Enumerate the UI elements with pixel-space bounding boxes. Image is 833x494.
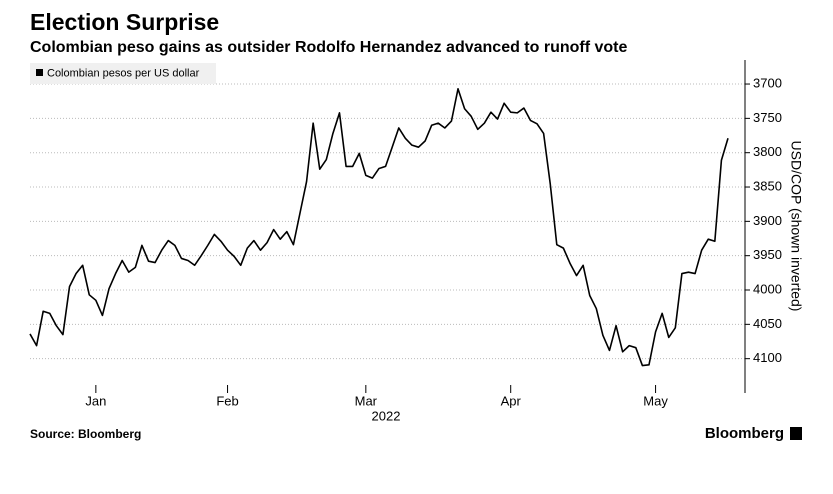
brand-icon <box>790 427 802 440</box>
series-line <box>29 88 729 367</box>
y-tick-label: 3700 <box>753 75 782 90</box>
y-tick-label: 3750 <box>753 110 782 125</box>
x-axis-label: 2022 <box>372 408 401 423</box>
legend-box <box>30 63 216 84</box>
y-tick-label: 3850 <box>753 178 782 193</box>
x-tick-label: Jan <box>85 393 106 408</box>
y-tick-label: 3900 <box>753 213 782 228</box>
y-axis-label: USD/COP (shown inverted) <box>788 141 804 312</box>
x-tick-label: Feb <box>216 393 238 408</box>
y-tick-label: 4050 <box>753 316 782 331</box>
x-tick-label: Mar <box>355 393 378 408</box>
legend-swatch <box>36 69 43 76</box>
chart-subtitle: Colombian peso gains as outsider Rodolfo… <box>30 39 628 56</box>
source: Source: Bloomberg <box>30 427 141 441</box>
y-tick-label: 4000 <box>753 281 782 296</box>
chart-title: Election Surprise <box>30 9 219 35</box>
y-tick-label: 3950 <box>753 247 782 262</box>
x-tick-label: Apr <box>501 393 522 408</box>
y-tick-label: 3800 <box>753 144 782 159</box>
x-tick-label: May <box>643 393 668 408</box>
y-tick-label: 4100 <box>753 350 782 365</box>
legend-label: Colombian pesos per US dollar <box>47 67 200 79</box>
brand: Bloomberg <box>705 425 784 442</box>
